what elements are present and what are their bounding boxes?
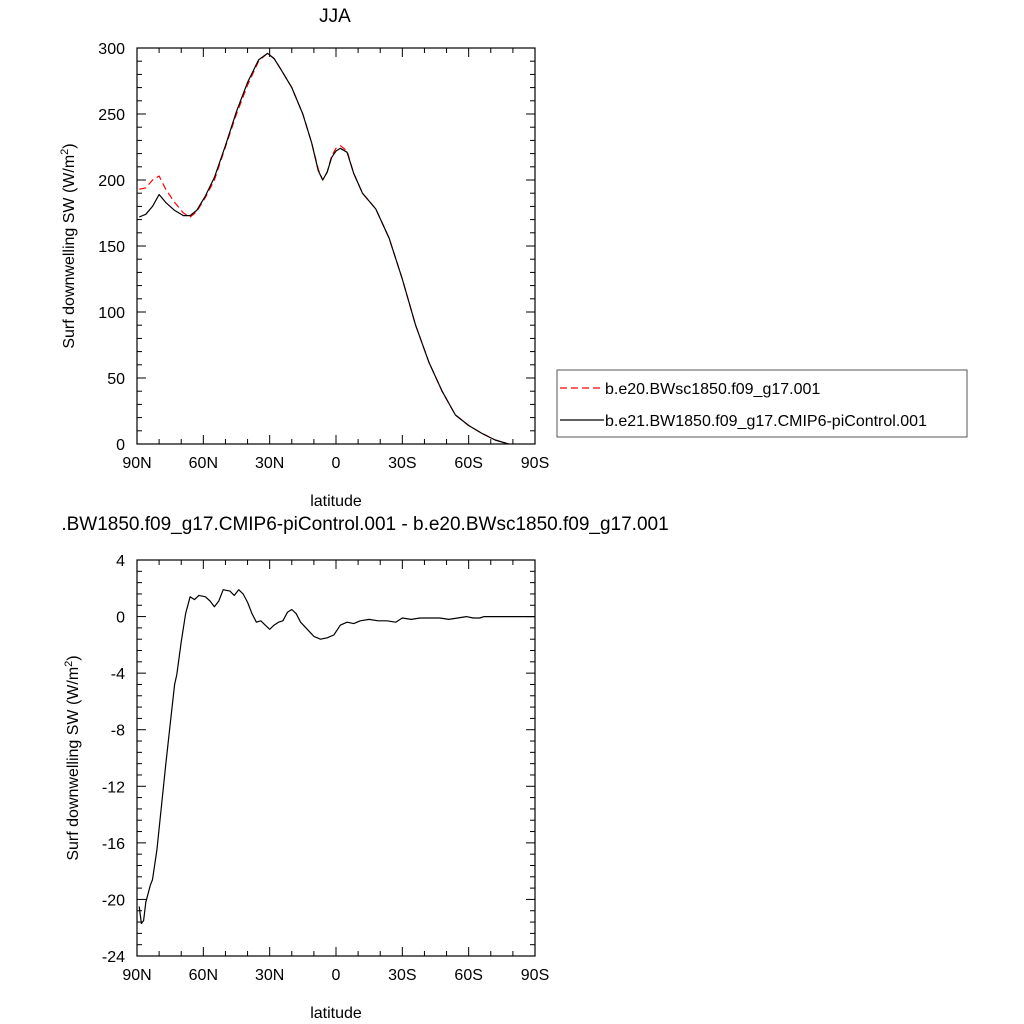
top-panel-frame [136, 47, 536, 445]
y-tick-label: 50 [107, 371, 125, 388]
x-tick-label: 60S [454, 967, 482, 984]
bottom-panel-frame [136, 559, 536, 957]
y-tick-label: 0 [116, 610, 125, 627]
x-tick-label: 90N [122, 455, 151, 472]
x-tick-label: 30S [388, 967, 416, 984]
top-panel-xlabel: latitude [310, 493, 362, 510]
x-tick-label: 90S [521, 967, 549, 984]
bottom-panel-ticks: 90N 60N 30N 0 30S 60S 90S 4 0 -4 -8 -12 -16 -20 -24 [102, 553, 549, 984]
svg-text:Surf downwelling SW (W/m2): Surf downwelling SW (W/m2) [63, 655, 82, 860]
y-tick-label: 300 [98, 41, 125, 58]
top-panel-title: JJA [319, 6, 351, 27]
top-panel-ticks: 90N 60N 30N 0 30S 60S 90S 0 50 100 150 200 250 300 [98, 41, 549, 472]
top-panel-ylabel-sup: 2 [59, 149, 71, 155]
top-panel: JJA latitude Surf downwelling SW (W/m2) … [59, 6, 968, 510]
y-tick-label: 250 [98, 107, 125, 124]
y-tick-label: -24 [102, 949, 125, 966]
y-tick-label: 100 [98, 305, 125, 322]
x-tick-label: 60N [189, 967, 218, 984]
top-panel-ylabel-close: ) [61, 143, 78, 148]
y-tick-label: 0 [116, 437, 125, 454]
x-tick-label: 30N [255, 455, 284, 472]
bottom-panel-ylabel-sup: 2 [63, 661, 75, 667]
y-tick-label: 4 [116, 553, 125, 570]
legend: b.e20.BWsc1850.f09_g17.001 b.e21.BW1850.… [556, 369, 968, 438]
y-tick-label: -16 [102, 836, 125, 853]
legend-box [556, 369, 968, 438]
x-tick-label: 0 [332, 455, 341, 472]
top-panel-series [138, 52, 509, 445]
y-tick-label: -4 [111, 666, 125, 683]
top-panel-ylabel-text: Surf downwelling SW (W/m [61, 155, 78, 349]
top-panel-ylabel: Surf downwelling SW (W/m2) [59, 143, 78, 348]
legend-label-series-2: b.e21.BW1850.f09_g17.CMIP6-piControl.001 [605, 413, 927, 430]
bottom-panel-ylabel-close: ) [65, 655, 82, 660]
x-tick-label: 60N [189, 455, 218, 472]
y-tick-label: -12 [102, 779, 125, 796]
bottom-panel-ylabel-text: Surf downwelling SW (W/m [65, 667, 82, 861]
x-tick-label: 30S [388, 455, 416, 472]
x-tick-label: 90S [521, 455, 549, 472]
y-tick-label: 200 [98, 173, 125, 190]
x-tick-label: 90N [122, 967, 151, 984]
x-tick-label: 60S [454, 455, 482, 472]
bottom-panel-xlabel: latitude [310, 1005, 362, 1022]
x-tick-label: 0 [332, 967, 341, 984]
y-tick-label: -20 [102, 892, 125, 909]
bottom-panel: .BW1850.f09_g17.CMIP6-piControl.001 - b.… [61, 514, 668, 1022]
series-line-2 [138, 52, 509, 445]
svg-text:Surf downwelling SW (W/m2): Surf downwelling SW (W/m2) [59, 143, 78, 348]
bottom-panel-title: .BW1850.f09_g17.CMIP6-piControl.001 - b.… [61, 514, 668, 535]
series-line-1 [139, 52, 509, 445]
y-tick-label: 150 [98, 239, 125, 256]
legend-label-series-1: b.e20.BWsc1850.f09_g17.001 [605, 381, 820, 398]
y-tick-label: -8 [111, 723, 125, 740]
series-line-1 [138, 589, 535, 925]
bottom-panel-series [138, 589, 535, 925]
bottom-panel-ylabel: Surf downwelling SW (W/m2) [63, 655, 82, 860]
x-tick-label: 30N [255, 967, 284, 984]
